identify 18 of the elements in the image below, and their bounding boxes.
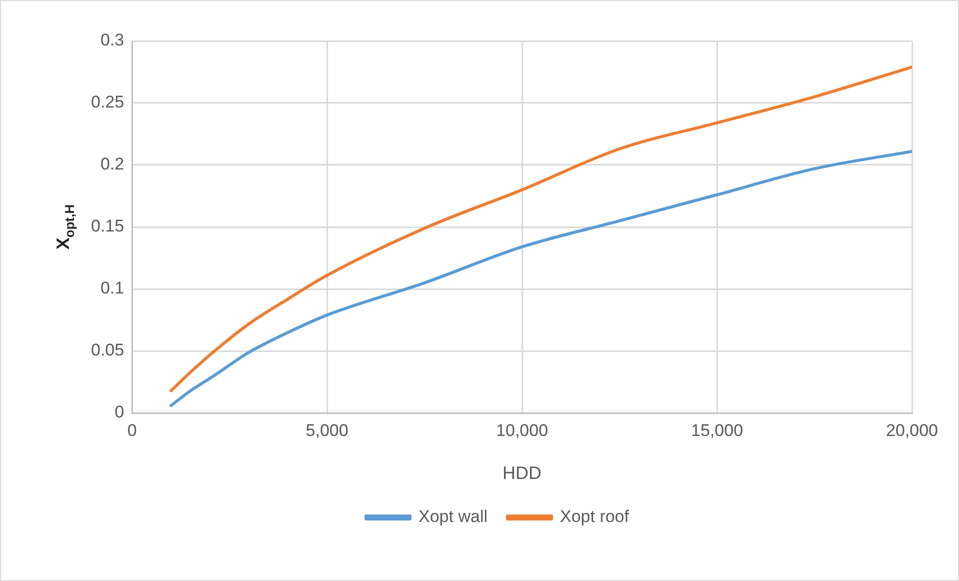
x-tick-label: 0	[127, 420, 137, 440]
x-tick-label: 20,000	[886, 420, 938, 440]
legend-label: Xopt wall	[418, 507, 488, 526]
x-tick-label: 15,000	[691, 420, 744, 440]
y-tick-label: 0	[114, 402, 124, 422]
legend-label: Xopt roof	[560, 507, 630, 526]
y-tick-label: 0.2	[100, 154, 124, 174]
y-tick-label: 0.05	[90, 340, 124, 360]
x-tick-label: 5,000	[306, 420, 348, 440]
y-axis-title: Xopt,H	[53, 204, 77, 250]
line-series	[170, 66, 912, 392]
y-tick-label: 0.25	[90, 92, 124, 112]
x-tick-label: 10,000	[496, 420, 548, 440]
line-series	[170, 150, 912, 408]
x-axis-title: HDD	[502, 463, 542, 484]
y-tick-label: 0.3	[100, 30, 124, 50]
y-tick-label: 0.1	[100, 278, 124, 298]
y-tick-label: 0.15	[90, 216, 124, 236]
